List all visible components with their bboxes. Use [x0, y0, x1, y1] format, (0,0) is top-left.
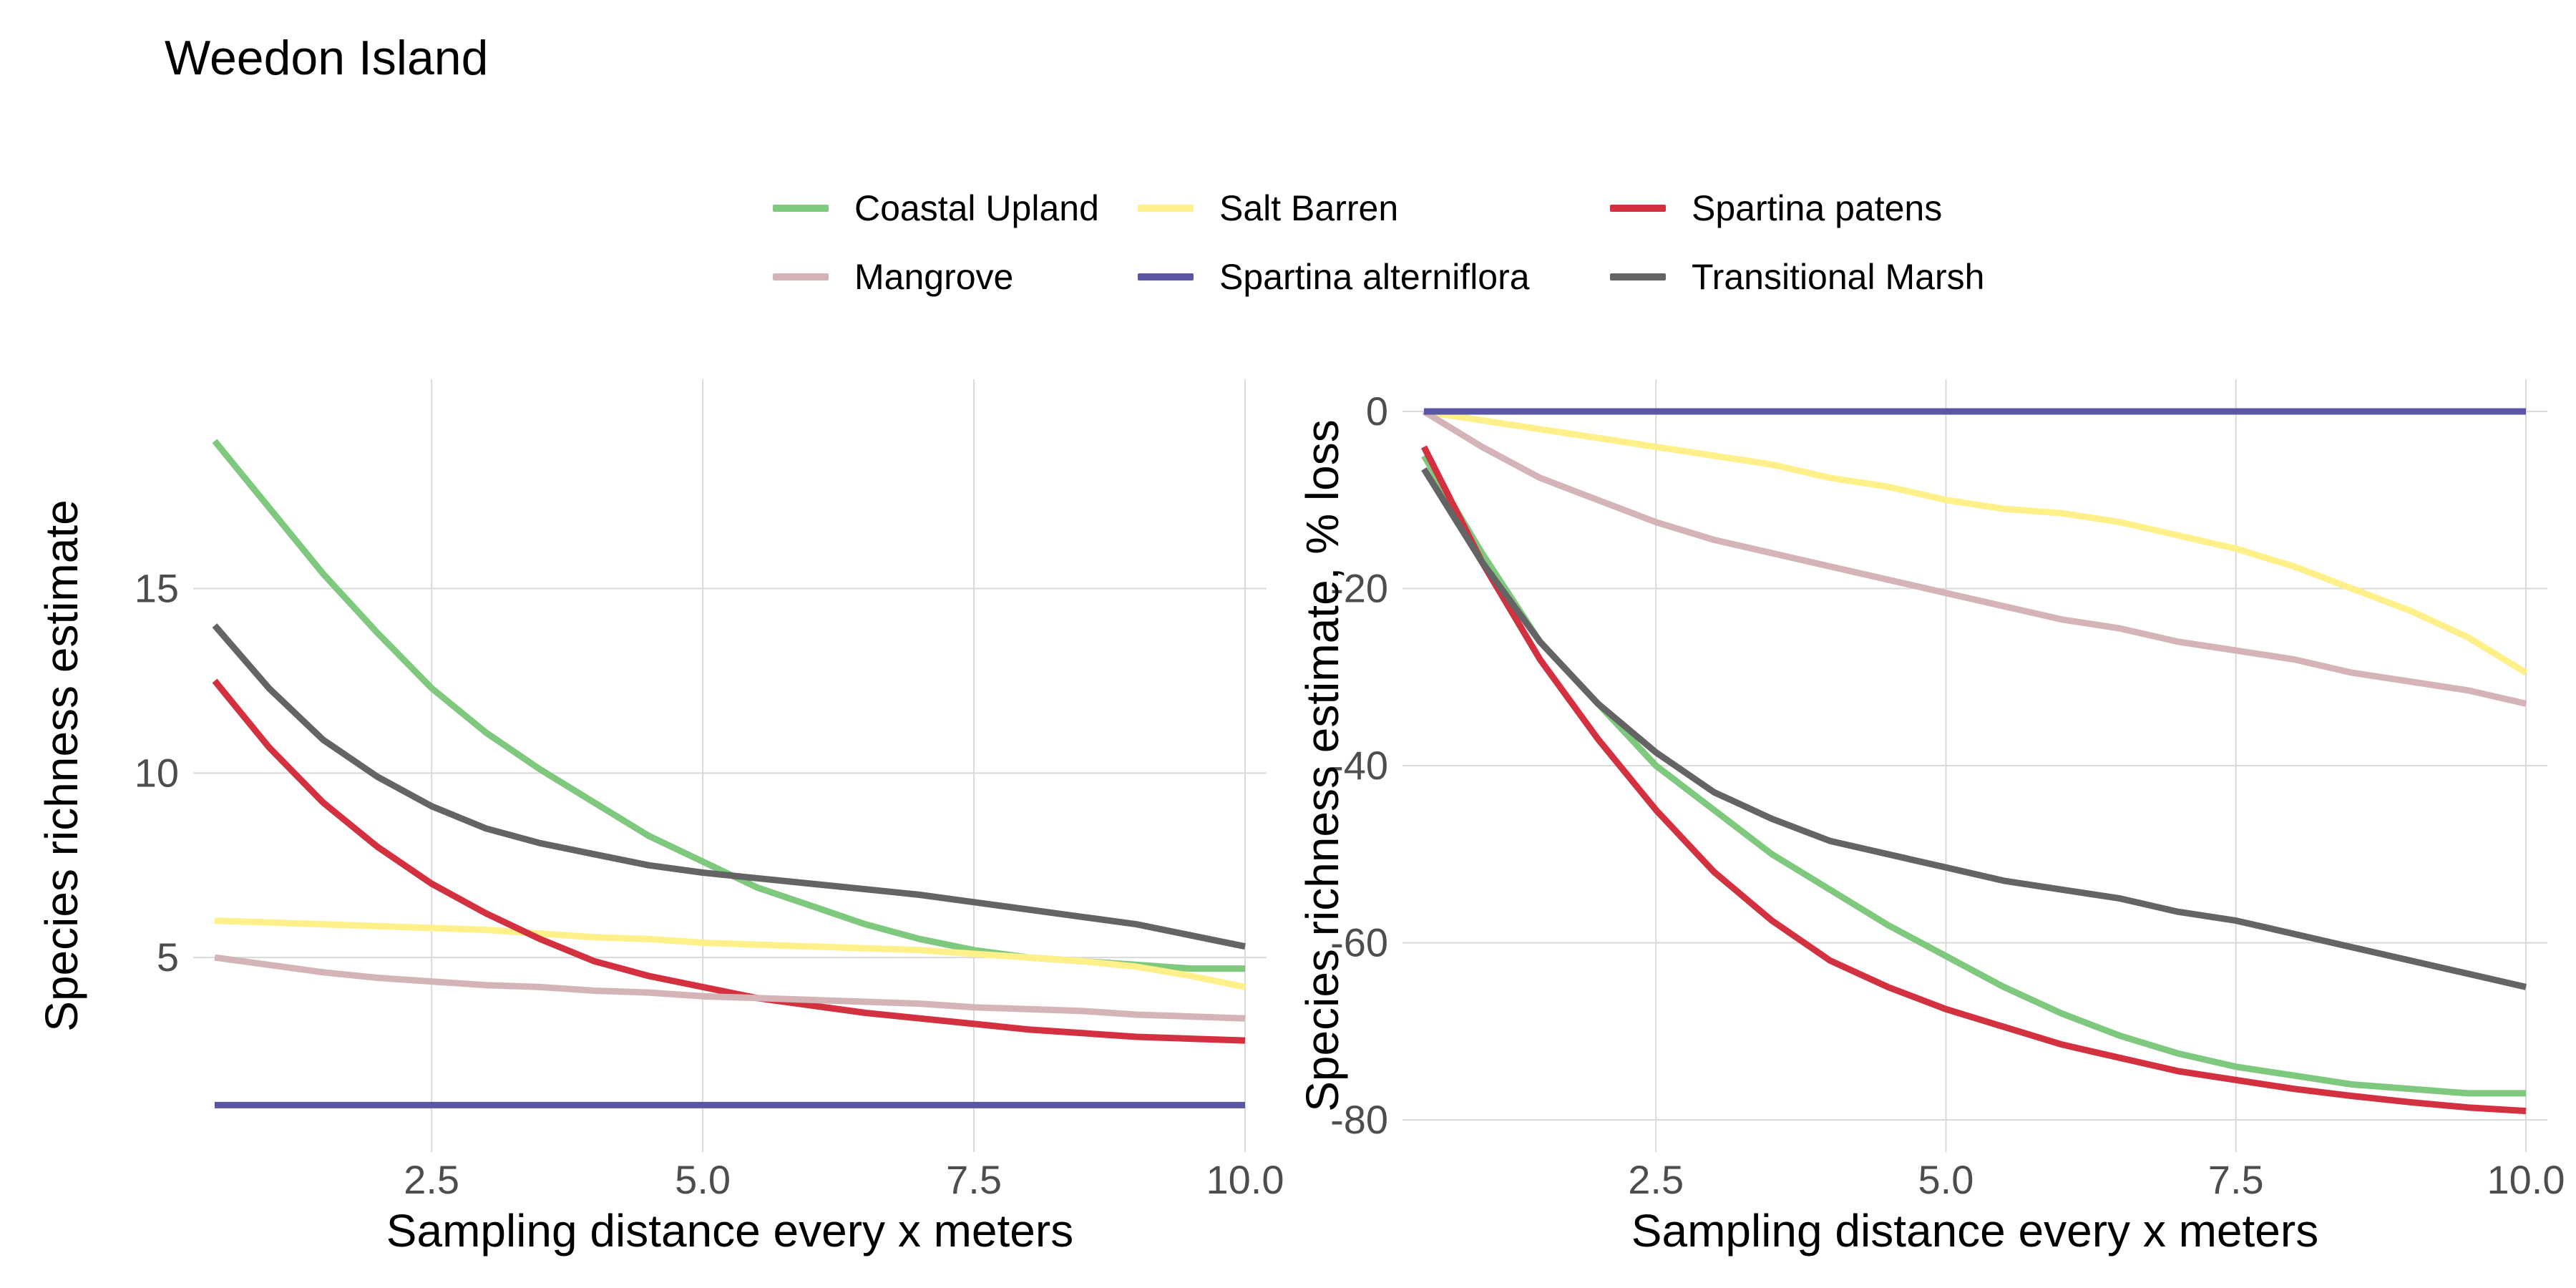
y-tick-label: -40 — [1330, 743, 1388, 788]
y-tick-label: 15 — [135, 566, 179, 611]
y-tick-label: 10 — [135, 750, 179, 795]
series-line — [212, 439, 1245, 972]
legend-item: Transitional Marsh — [1610, 256, 1984, 298]
legend-item: Spartina alterniflora — [1138, 256, 1530, 298]
legend-item: Mangrove — [773, 256, 1013, 298]
y-tick-label: -80 — [1330, 1097, 1388, 1142]
x-tick-label: 2.5 — [404, 1157, 459, 1202]
x-tick-label: 10.0 — [2487, 1157, 2565, 1202]
series-line — [1421, 467, 2527, 990]
series-line — [212, 623, 1246, 950]
y-tick-label: 0 — [1366, 389, 1388, 434]
y-tick-label: 5 — [157, 935, 179, 980]
series-line — [1423, 408, 2528, 675]
series-line — [1422, 409, 2527, 707]
legend-label: Transitional Marsh — [1692, 257, 1985, 297]
series-line — [214, 917, 1246, 990]
legend-key — [1138, 205, 1194, 212]
legend-label: Mangrove — [854, 257, 1014, 297]
legend-label: Coastal Upland — [854, 188, 1099, 228]
x-tick-label: 7.5 — [946, 1157, 1002, 1202]
x-tick-label: 5.0 — [1918, 1157, 1974, 1202]
series-line — [1420, 445, 2527, 1115]
legend-key — [773, 205, 829, 212]
x-tick-label: 10.0 — [1206, 1157, 1284, 1202]
x-tick-label: 5.0 — [675, 1157, 731, 1202]
y-tick-label: -60 — [1330, 920, 1388, 965]
legend-item: Coastal Upland — [773, 187, 1099, 229]
series-line — [214, 954, 1246, 1022]
y-axis-title: Species richness estimate — [36, 499, 87, 1031]
legend-key — [1610, 273, 1666, 280]
legend-item: Salt Barren — [1138, 187, 1398, 229]
y-axis-title: Species richness estimate, % loss — [1297, 419, 1348, 1112]
legend-key — [773, 273, 829, 280]
legend-item: Spartina patens — [1610, 187, 1942, 229]
legend-key — [1138, 273, 1194, 280]
x-axis-title: Sampling distance every x meters — [1631, 1205, 2318, 1257]
legend-label: Spartina patens — [1692, 188, 1943, 228]
legend-key — [1610, 205, 1666, 212]
figure-title: Weedon Island — [165, 31, 489, 85]
series-line — [212, 678, 1246, 1044]
legend-label: Spartina alterniflora — [1219, 257, 1530, 297]
chart-panel-1: 2.5 5.0 7.5 10.0 5 10 15 Sampling distance ever… — [36, 379, 1284, 1257]
y-tick-label: -20 — [1330, 566, 1388, 611]
legend: Coastal Upland Salt Barren Spartina patens… — [0, 0, 2576, 343]
chart-panel-2: 2.5 5.0 7.5 10.0 0 -20 -40 -60 -80 Sampling dista… — [1297, 379, 2565, 1257]
x-tick-label: 2.5 — [1628, 1157, 1684, 1202]
x-tick-label: 7.5 — [2208, 1157, 2264, 1202]
series-line — [1421, 454, 2526, 1097]
legend-label: Salt Barren — [1219, 188, 1399, 228]
x-axis-title: Sampling distance every x meters — [386, 1205, 1073, 1257]
